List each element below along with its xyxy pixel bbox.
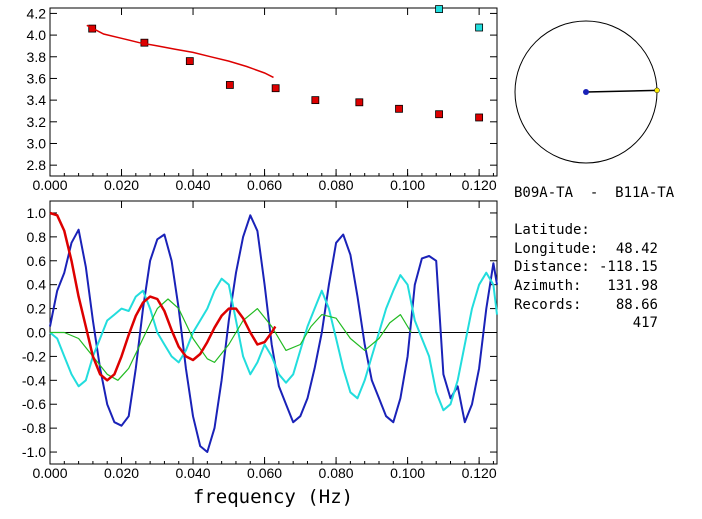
correlation-x-tick-label: 0.080: [319, 465, 354, 481]
dispersion-y-tick-label: 3.0: [27, 135, 47, 151]
correlation-y-tick-label: -0.2: [22, 348, 46, 364]
correlation-x-tick-label: 0.020: [104, 465, 139, 481]
correlation-y-tick-label: 1.0: [27, 205, 47, 221]
dispersion-y-tick-label: 3.8: [27, 49, 47, 65]
dispersion-plot-frame: [49, 7, 498, 177]
correlation-y-tick-label: 0.6: [27, 253, 47, 269]
azimuth-dial: [514, 20, 660, 164]
correlation-y-tick-label: -0.4: [22, 372, 46, 388]
dispersion-point: [271, 84, 280, 93]
info-row-longitude: Longitude: -118.15: [514, 221, 700, 276]
distance-key: Distance:: [514, 259, 590, 276]
longitude-key: Longitude:: [514, 240, 599, 257]
x-axis-title: frequency (Hz): [193, 486, 353, 508]
dispersion-y-tick-label: 2.8: [27, 157, 47, 173]
correlation-y-tick-label: -1.0: [22, 444, 46, 460]
dispersion-y-tick-label: 3.4: [27, 92, 47, 108]
dispersion-ticks: [49, 8, 497, 176]
correlation-x-tick-label: 0.000: [32, 465, 67, 481]
azimuth-key: Azimuth:: [514, 277, 582, 294]
azimuth-tip-dot: [654, 87, 660, 94]
dispersion-point: [475, 23, 484, 32]
correlation-curve-2: [49, 271, 498, 412]
correlation-x-tick-label: 0.040: [176, 465, 211, 481]
dispersion-y-tick-label: 4.2: [27, 5, 47, 21]
dispersion-fit-line: [86, 24, 274, 79]
dispersion-y-tick-label: 3.2: [27, 114, 47, 130]
dispersion-x-tick-label: 0.080: [319, 177, 354, 193]
correlation-panel: 0.000 0.020 0.040 0.060 0.080 0.100 0.120 1.0 0.…: [22, 200, 498, 508]
dispersion-point: [395, 104, 403, 113]
azimuth-value: 88.66: [615, 296, 658, 313]
correlation-y-tick-label: 0.2: [27, 301, 47, 317]
dispersion-point: [185, 57, 194, 66]
dispersion-x-tick-label: 0.120: [462, 177, 497, 193]
info-row-records: Records: 417: [514, 277, 700, 332]
dispersion-x-tick-label: 0.020: [104, 177, 139, 193]
azimuth-needle: [585, 89, 657, 93]
distance-value: 131.98: [607, 277, 658, 294]
correlation-curve-3: [50, 298, 412, 381]
latitude-key: Latitude:: [514, 222, 590, 239]
dispersion-panel: 0.000 0.020 0.040 0.060 0.080 0.100 0.120 2.8 3.…: [27, 5, 498, 193]
correlation-y-tick-label: 0.4: [27, 277, 47, 293]
dispersion-y-tick-label: 4.0: [27, 27, 47, 43]
dispersion-point: [225, 81, 234, 89]
dispersion-point: [311, 96, 320, 105]
records-value: 417: [632, 315, 658, 332]
correlation-curve-1: [49, 214, 498, 453]
dispersion-x-tick-label: 0.000: [32, 177, 67, 193]
correlation-tick-labels: 0.000 0.020 0.040 0.060 0.080 0.100 0.120 1.0 0.…: [22, 205, 497, 481]
longitude-value: -118.15: [598, 259, 658, 276]
latitude-value: 48.42: [615, 240, 658, 257]
dispersion-point: [435, 110, 443, 119]
info-row-latitude: Latitude: 48.42: [514, 203, 700, 257]
dispersion-tick-labels: 0.000 0.020 0.040 0.060 0.080 0.100 0.120 2.8 3.…: [27, 5, 497, 193]
correlation-ticks: [49, 201, 497, 464]
dispersion-point: [435, 5, 443, 13]
dispersion-point: [355, 98, 364, 107]
dispersion-series: [86, 5, 484, 122]
correlation-x-tick-label: 0.060: [247, 465, 282, 481]
dispersion-y-tick-label: 3.6: [27, 70, 47, 86]
info-row-azimuth: Azimuth: 88.66: [514, 258, 700, 313]
dispersion-x-tick-label: 0.040: [176, 177, 211, 193]
station-pair-label: B09A-TA - B11A-TA: [514, 185, 675, 201]
correlation-y-tick-label: -0.6: [22, 396, 46, 412]
dispersion-point: [475, 113, 484, 122]
station-info-panel: B09A-TA - B11A-TA Latitude: 48.42 Longit…: [514, 184, 700, 332]
azimuth-center-dot: [583, 89, 589, 95]
correlation-y-tick-label: 0.0: [27, 325, 47, 341]
dispersion-x-tick-label: 0.060: [247, 177, 282, 193]
records-key: Records:: [514, 296, 582, 313]
correlation-x-tick-label: 0.120: [462, 465, 497, 481]
correlation-y-tick-label: 0.8: [27, 229, 47, 245]
correlation-y-tick-label: -0.8: [22, 420, 46, 436]
correlation-curve-4: [49, 211, 277, 382]
info-row-distance: Distance: 131.98: [514, 240, 700, 294]
correlation-series: [49, 211, 498, 453]
dispersion-x-tick-label: 0.100: [390, 177, 425, 193]
correlation-x-tick-label: 0.100: [390, 465, 425, 481]
